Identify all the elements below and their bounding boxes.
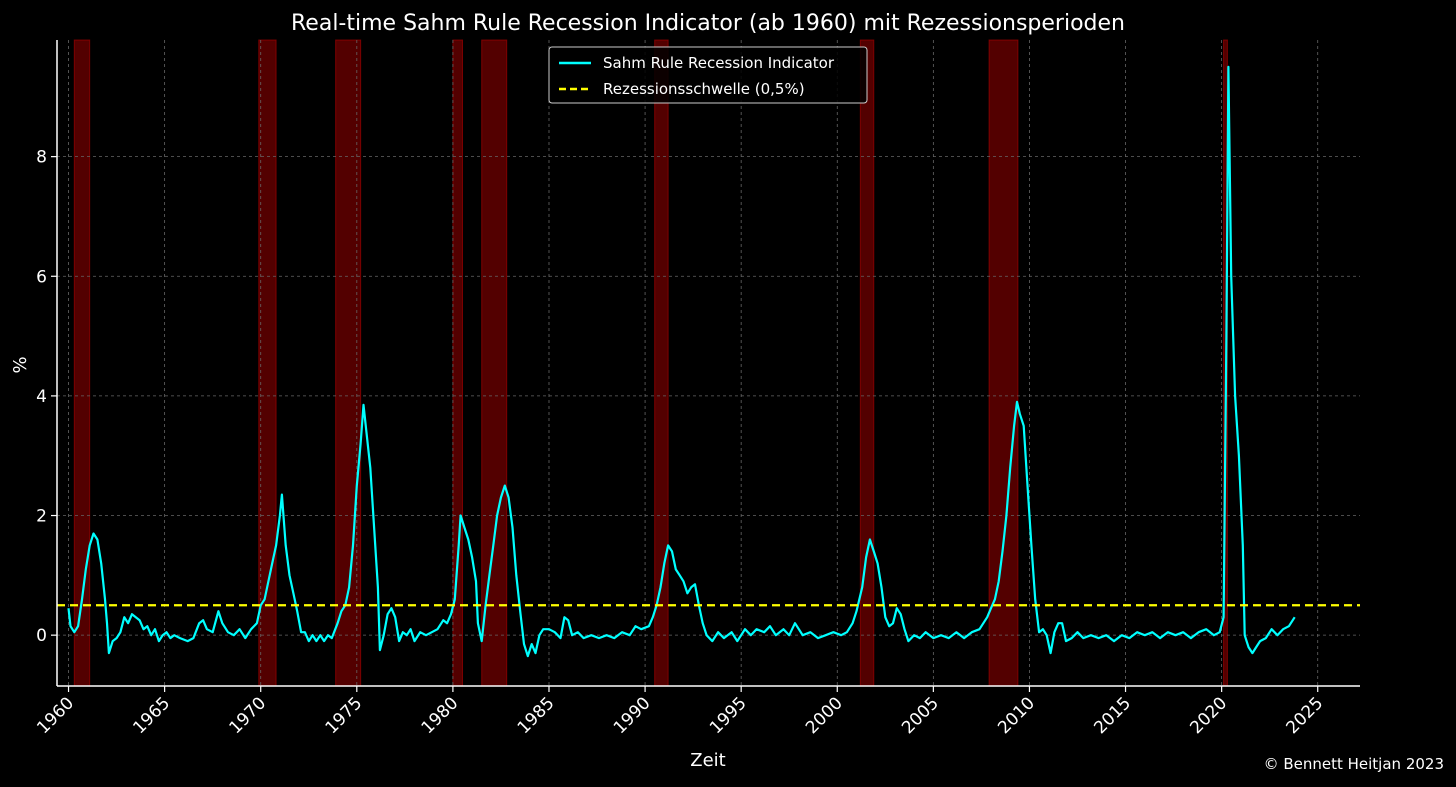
grid	[57, 40, 1360, 686]
x-tick-label: 1965	[129, 693, 174, 738]
y-axis-label: %	[10, 356, 31, 373]
copyright-notice: © Bennett Heitjan 2023	[1263, 755, 1444, 773]
recession-band	[73, 39, 91, 687]
x-tick-label: 2015	[1090, 693, 1135, 738]
x-tick-label: 1975	[322, 693, 367, 738]
recession-band	[654, 39, 669, 687]
y-tick-label: 4	[36, 387, 47, 407]
chart-title: Real-time Sahm Rule Recession Indicator …	[291, 11, 1125, 36]
x-tick-label: 2010	[994, 693, 1039, 738]
x-tick-label: 1970	[226, 693, 271, 738]
legend-box	[548, 46, 868, 104]
legend: Sahm Rule Recession Indicator Rezessionss…	[548, 46, 868, 104]
x-axis-label: Zeit	[690, 750, 725, 771]
x-tick-label: 1995	[706, 693, 751, 738]
recession-band	[481, 39, 508, 687]
series	[57, 65, 1360, 658]
x-tick-label: 1985	[514, 693, 559, 738]
x-tick-label: 1990	[610, 693, 655, 738]
sahm-indicator-line	[67, 65, 1296, 658]
y-tick-label: 0	[36, 626, 47, 646]
x-tick-label: 2005	[898, 693, 943, 738]
recession-band	[988, 39, 1019, 687]
x-tick-label: 2025	[1283, 693, 1328, 738]
y-tick-label: 2	[36, 507, 47, 527]
y-tick-label: 8	[36, 148, 47, 168]
x-tick-label: 2000	[802, 693, 847, 738]
x-tick-label: 2020	[1186, 693, 1231, 738]
x-tick-label: 1980	[418, 693, 463, 738]
y-tick-label: 6	[36, 267, 47, 287]
legend-label: Rezessionsschwelle (0,5%)	[603, 80, 805, 98]
x-tick-label: 1960	[33, 693, 78, 738]
recession-band	[335, 39, 362, 687]
legend-label: Sahm Rule Recession Indicator	[603, 54, 835, 72]
recession-periods	[73, 39, 1228, 687]
recession-band	[452, 39, 464, 687]
